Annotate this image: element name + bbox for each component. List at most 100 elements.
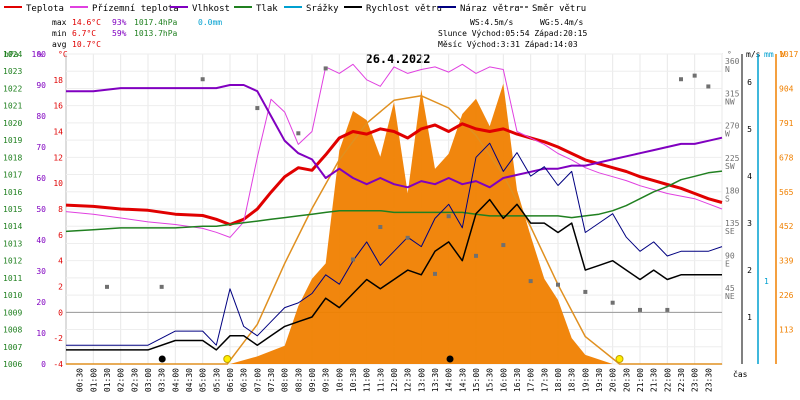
wind-dir-tick: 225 xyxy=(725,154,740,163)
time-tick: 23:00 xyxy=(691,368,700,392)
pressure-tick: 1023 xyxy=(3,67,22,76)
pressure-tick: 1014 xyxy=(3,222,22,231)
wind-speed-tick: 4 xyxy=(747,172,752,181)
time-tick: 07:00 xyxy=(253,368,262,392)
wind-direction-points xyxy=(105,66,711,312)
wind-direction-point xyxy=(501,243,506,248)
wind-dir-tick: 45 xyxy=(725,284,735,293)
time-tick: 23:30 xyxy=(704,368,713,392)
time-tick: 03:30 xyxy=(158,368,167,392)
time-tick: 22:00 xyxy=(663,368,672,392)
pressure-tick: 1011 xyxy=(3,274,22,283)
time-tick: 19:00 xyxy=(581,368,590,392)
solar-tick: 678 xyxy=(779,153,794,162)
time-tick: 06:30 xyxy=(240,368,249,392)
time-tick: 01:00 xyxy=(89,368,98,392)
stats-min-hum: 59% xyxy=(112,29,127,38)
time-tick: 13:30 xyxy=(431,368,440,392)
time-tick: 00:30 xyxy=(76,368,85,392)
legend-label-naraz-vetru: Náraz větru xyxy=(460,4,520,14)
chart-date: 26.4.2022 xyxy=(365,52,430,66)
wind-dir-tick: NE xyxy=(725,292,735,301)
unit-mm: mm xyxy=(764,50,774,59)
stats-max-label: max xyxy=(52,18,67,27)
solar-tick: 791 xyxy=(779,119,794,128)
wind-dir-tick: E xyxy=(725,259,730,268)
sun-moon-markers xyxy=(158,355,624,363)
time-tick: 20:30 xyxy=(622,368,631,392)
time-tick: 12:00 xyxy=(390,368,399,392)
time-tick: 02:00 xyxy=(117,368,126,392)
wind-dir-tick: 270 xyxy=(725,122,740,131)
wind-direction-point xyxy=(296,131,301,136)
wind-direction-point xyxy=(446,214,451,219)
solar-tick: 452 xyxy=(779,222,794,231)
pressure-tick: 1006 xyxy=(3,360,22,369)
unit-hpa: hPa xyxy=(4,50,19,59)
axes: 1024102310221021102010191018101710161015… xyxy=(3,50,798,392)
unit-w: W xyxy=(780,50,785,59)
pressure-tick: 1009 xyxy=(3,308,22,317)
wind-dir-tick: 180 xyxy=(725,187,740,196)
time-tick: 06:00 xyxy=(226,368,235,392)
humidity-tick: 90 xyxy=(36,81,46,90)
legend-label-prizemni-teplota: Přízemní teplota xyxy=(92,4,179,14)
humidity-tick: 80 xyxy=(36,112,46,121)
temperature-tick: 12 xyxy=(53,153,63,162)
time-tick: 18:00 xyxy=(554,368,563,392)
moonrise-marker xyxy=(158,355,166,363)
legend-label-rychlost-vetru: Rychlost větru xyxy=(366,4,442,14)
time-tick: 15:00 xyxy=(472,368,481,392)
time-tick: 09:30 xyxy=(322,368,331,392)
pressure-tick: 1012 xyxy=(3,257,22,266)
wind-dir-tick: W xyxy=(725,130,730,139)
wind-dir-tick: SW xyxy=(725,162,735,171)
stats-block: max 14.6°C 93% 1017.4hPa 0.0mm min 6.7°C… xyxy=(52,18,222,49)
pressure-tick: 1010 xyxy=(3,291,22,300)
unit-pct: % xyxy=(38,50,43,59)
series-naraz-vetru-line xyxy=(66,142,723,346)
stats-min-press: 1013.7hPa xyxy=(134,29,178,38)
pressure-tick: 1007 xyxy=(3,343,22,352)
wind-direction-point xyxy=(706,84,711,89)
legend-label-teplota: Teplota xyxy=(26,4,64,14)
pressure-tick: 1015 xyxy=(3,205,22,214)
stats-max-press: 1017.4hPa xyxy=(134,18,178,27)
series-slunecni-zareni-area xyxy=(66,83,722,364)
time-tick: 12:30 xyxy=(404,368,413,392)
axis-units: hPa % °C ° m/s mm W čas xyxy=(4,50,785,379)
temperature-tick: -4 xyxy=(53,360,63,369)
time-tick: 18:30 xyxy=(568,368,577,392)
temperature-tick: 6 xyxy=(58,231,63,240)
humidity-tick: 10 xyxy=(36,329,46,338)
series-vlhkost-line xyxy=(66,84,723,189)
time-tick: 21:30 xyxy=(650,368,659,392)
info-moon: Měsíc Východ:3:31 Západ:14:03 xyxy=(438,40,578,49)
time-tick: 16:30 xyxy=(513,368,522,392)
wind-dir-tick: 135 xyxy=(725,219,740,228)
humidity-tick: 30 xyxy=(36,267,46,276)
stats-max-rain: 0.0mm xyxy=(198,18,222,27)
stats-min-label: min xyxy=(52,29,67,38)
series-prizemni-teplota-line xyxy=(65,63,723,238)
info-wg: WG:5.4m/s xyxy=(540,18,584,27)
solar-tick: 226 xyxy=(779,291,794,300)
time-tick: 03:00 xyxy=(144,368,153,392)
stats-avg-temp: 10.7°C xyxy=(72,40,101,49)
temperature-tick: 0 xyxy=(58,308,63,317)
solar-tick: 339 xyxy=(779,257,794,266)
series-rychlost-vetru-line xyxy=(66,198,722,351)
time-tick: 14:30 xyxy=(458,368,467,392)
unit-deg: ° xyxy=(727,50,732,59)
time-tick: 15:30 xyxy=(486,368,495,392)
wind-speed-tick: 6 xyxy=(747,78,752,87)
time-tick: 14:00 xyxy=(445,368,454,392)
wind-direction-point xyxy=(378,225,383,230)
time-tick: 10:00 xyxy=(335,368,344,392)
unit-ms: m/s xyxy=(746,50,761,59)
time-tick: 10:30 xyxy=(349,368,358,392)
humidity-tick: 40 xyxy=(36,236,46,245)
stats-max-hum: 93% xyxy=(112,18,127,27)
wind-speed-tick: 5 xyxy=(747,125,752,134)
time-tick: 07:30 xyxy=(267,368,276,392)
